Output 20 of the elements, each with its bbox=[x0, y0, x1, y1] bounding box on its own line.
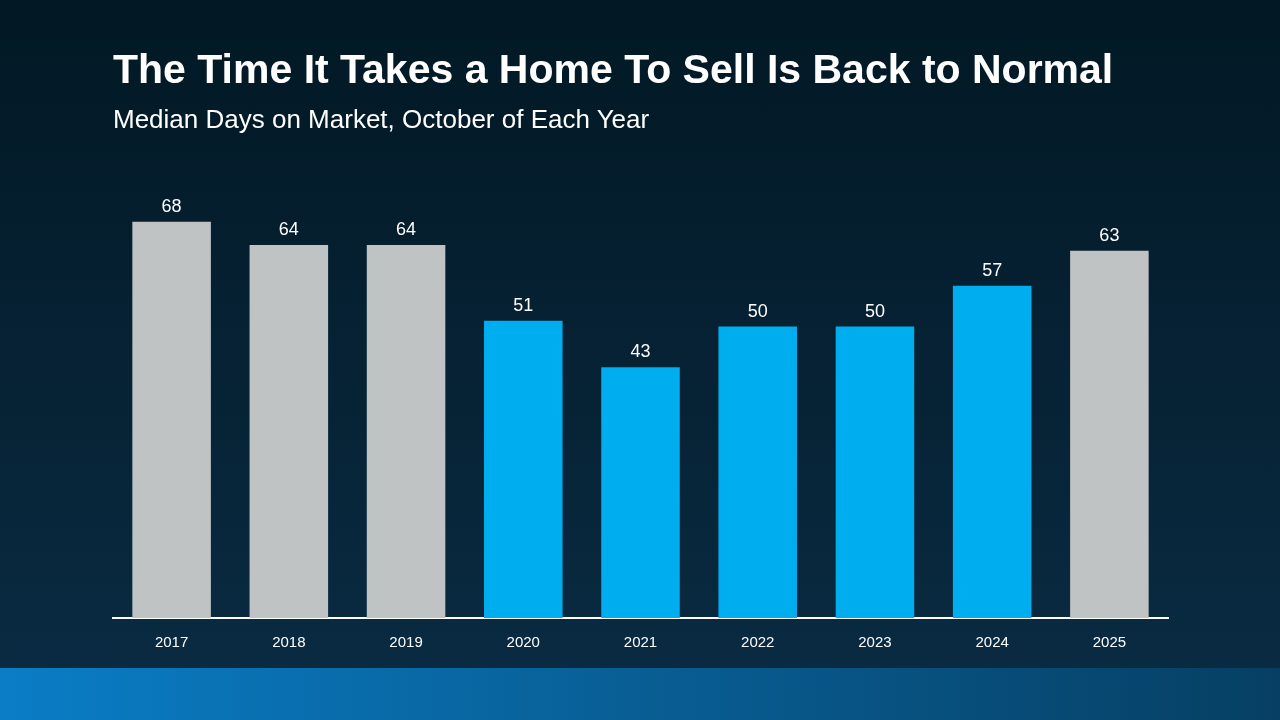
x-tick-label: 2025 bbox=[1092, 633, 1127, 651]
data-label: 51 bbox=[513, 294, 534, 315]
data-label: 68 bbox=[161, 195, 182, 216]
data-label: 64 bbox=[278, 218, 299, 239]
data-label: 50 bbox=[864, 300, 885, 321]
chart-subtitle: Median Days on Market, October of Each Year bbox=[113, 104, 650, 135]
data-label: 50 bbox=[747, 300, 768, 321]
x-tick-label: 2018 bbox=[272, 633, 306, 651]
x-tick-label: 2017 bbox=[154, 633, 189, 651]
data-label: 64 bbox=[396, 218, 417, 239]
x-tick-label: 2023 bbox=[858, 633, 892, 651]
data-label: 43 bbox=[630, 341, 651, 362]
x-tick-label: 2024 bbox=[975, 633, 1009, 651]
data-label: 57 bbox=[982, 259, 1003, 280]
x-tick-label: 2019 bbox=[389, 633, 423, 651]
x-tick-label: 2020 bbox=[506, 633, 540, 651]
data-label: 63 bbox=[1099, 224, 1120, 245]
chart-title: The Time It Takes a Home To Sell Is Back to Normal bbox=[113, 46, 1114, 93]
x-tick-label: 2022 bbox=[741, 633, 775, 651]
x-tick-label: 2021 bbox=[623, 633, 658, 651]
